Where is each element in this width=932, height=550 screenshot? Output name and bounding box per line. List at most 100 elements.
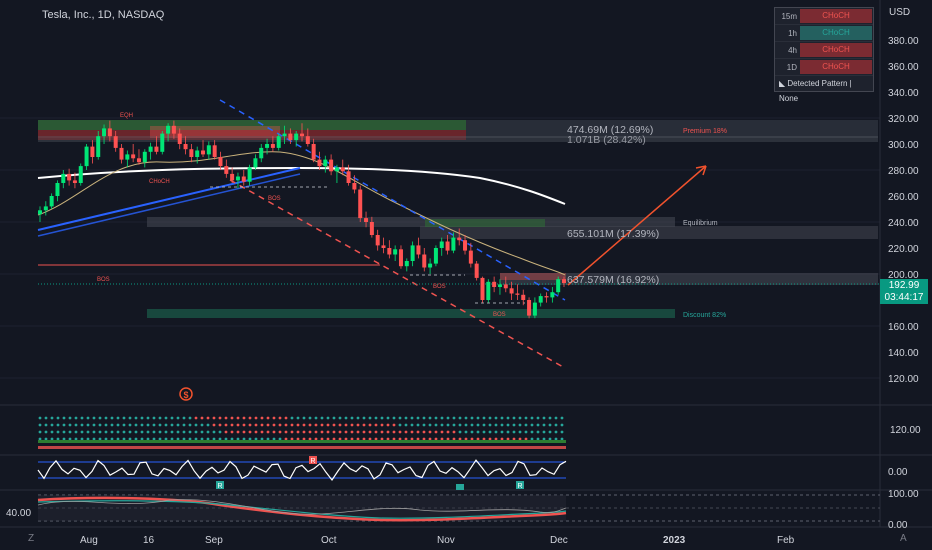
signal-dot <box>512 430 516 434</box>
tf-row-15m: 15m CHoCH <box>775 8 873 25</box>
signal-dot <box>158 423 162 427</box>
detected-pattern: ◣ Detected Pattern | None <box>775 76 873 103</box>
pane3-green-line <box>37 500 567 519</box>
premium-red-block <box>38 130 466 140</box>
candle-body <box>270 144 275 148</box>
signal-dot <box>560 423 564 427</box>
price-axis[interactable]: 380.00 360.00 340.00 320.00 300.00 280.00 260.… <box>888 36 919 385</box>
signal-dot <box>338 437 342 441</box>
signal-dot <box>434 430 438 434</box>
signal-dot <box>308 437 312 441</box>
signal-dot <box>182 423 186 427</box>
signal-dot <box>164 423 168 427</box>
signal-dot <box>326 430 330 434</box>
signal-dot <box>392 430 396 434</box>
signal-dot <box>482 430 486 434</box>
price-tick-label: 280.00 <box>888 166 919 177</box>
current-price-tag[interactable]: 192.99 03:44:17 <box>880 279 928 304</box>
signal-dot <box>344 423 348 427</box>
candle-body <box>311 144 316 160</box>
signal-dot <box>290 430 294 434</box>
signal-dot <box>272 430 276 434</box>
pattern-icon: ◣ <box>779 79 786 88</box>
pane3-axis-tick-top: 100.00 <box>888 489 919 500</box>
signal-dot <box>440 430 444 434</box>
candle-body <box>125 154 130 160</box>
signal-dot <box>458 416 462 420</box>
signal-dot <box>494 430 498 434</box>
signal-dot <box>122 416 126 420</box>
signal-dot <box>434 437 438 441</box>
signal-dot <box>308 416 312 420</box>
signal-dot <box>326 416 330 420</box>
signal-dot <box>176 416 180 420</box>
z-logo-icon[interactable]: Z <box>28 533 35 544</box>
signal-dot <box>200 437 204 441</box>
signal-dot <box>446 416 450 420</box>
volume-zone-4 <box>500 273 878 285</box>
signal-dot <box>290 423 294 427</box>
signal-dot <box>332 416 336 420</box>
currency-label[interactable]: USD <box>889 7 911 18</box>
candle-body <box>55 183 60 196</box>
signal-dot <box>218 437 222 441</box>
candle-body <box>96 136 101 157</box>
signal-dot <box>410 423 414 427</box>
signal-dot <box>518 437 522 441</box>
candle-body <box>352 183 357 190</box>
price-tick-label: 240.00 <box>888 218 919 229</box>
tf-row-1d: 1D CHoCH <box>775 59 873 76</box>
signal-dot <box>50 423 54 427</box>
signal-dot <box>290 437 294 441</box>
signal-dot <box>128 416 132 420</box>
projection-arrowhead <box>695 165 707 176</box>
signal-dot <box>170 430 174 434</box>
signal-dot <box>554 430 558 434</box>
signal-dot <box>530 430 534 434</box>
volume-zone-4-red <box>500 273 566 280</box>
candle-body <box>206 145 211 155</box>
signal-dot <box>92 430 96 434</box>
signal-dot <box>500 416 504 420</box>
signal-dot <box>314 430 318 434</box>
signal-dot <box>194 430 198 434</box>
signal-dot <box>326 423 330 427</box>
candle-body <box>410 245 415 261</box>
symbol-title[interactable]: Tesla, Inc., 1D, NASDAQ <box>42 9 165 21</box>
signal-dot <box>146 423 150 427</box>
svg-text:R: R <box>517 483 522 490</box>
signal-dot <box>302 416 306 420</box>
candle-body <box>474 263 479 278</box>
price-tick-label: 260.00 <box>888 192 919 203</box>
dividend-marker[interactable] <box>179 387 193 401</box>
signal-dot <box>410 437 414 441</box>
signal-dot <box>284 416 288 420</box>
signal-dot <box>494 423 498 427</box>
signal-dot <box>356 423 360 427</box>
signal-dot <box>212 416 216 420</box>
signal-dot <box>464 423 468 427</box>
blue-trendline-lower <box>37 167 301 231</box>
signal-dot <box>230 416 234 420</box>
signal-dot <box>422 430 426 434</box>
auto-scale-icon[interactable]: A <box>900 533 907 544</box>
signal-dot <box>482 423 486 427</box>
signal-dot <box>266 423 270 427</box>
time-axis[interactable]: Aug 16 Sep Oct Nov Dec 2023 Feb <box>80 535 795 546</box>
signal-dot <box>224 437 228 441</box>
equilibrium-label: Equilibrium <box>683 220 718 227</box>
signal-dot <box>350 423 354 427</box>
signal-dot <box>194 416 198 420</box>
signal-dot <box>152 423 156 427</box>
signal-dot <box>350 416 354 420</box>
signal-dot <box>452 430 456 434</box>
signal-dot <box>368 423 372 427</box>
price-tick-label: 160.00 <box>888 322 919 333</box>
signal-dot <box>122 423 126 427</box>
candle-body <box>282 133 287 137</box>
signal-dot <box>74 437 78 441</box>
signal-dot <box>320 437 324 441</box>
signal-dot <box>446 437 450 441</box>
bos-label-1: BOS <box>268 196 281 202</box>
candle-body <box>241 176 246 182</box>
